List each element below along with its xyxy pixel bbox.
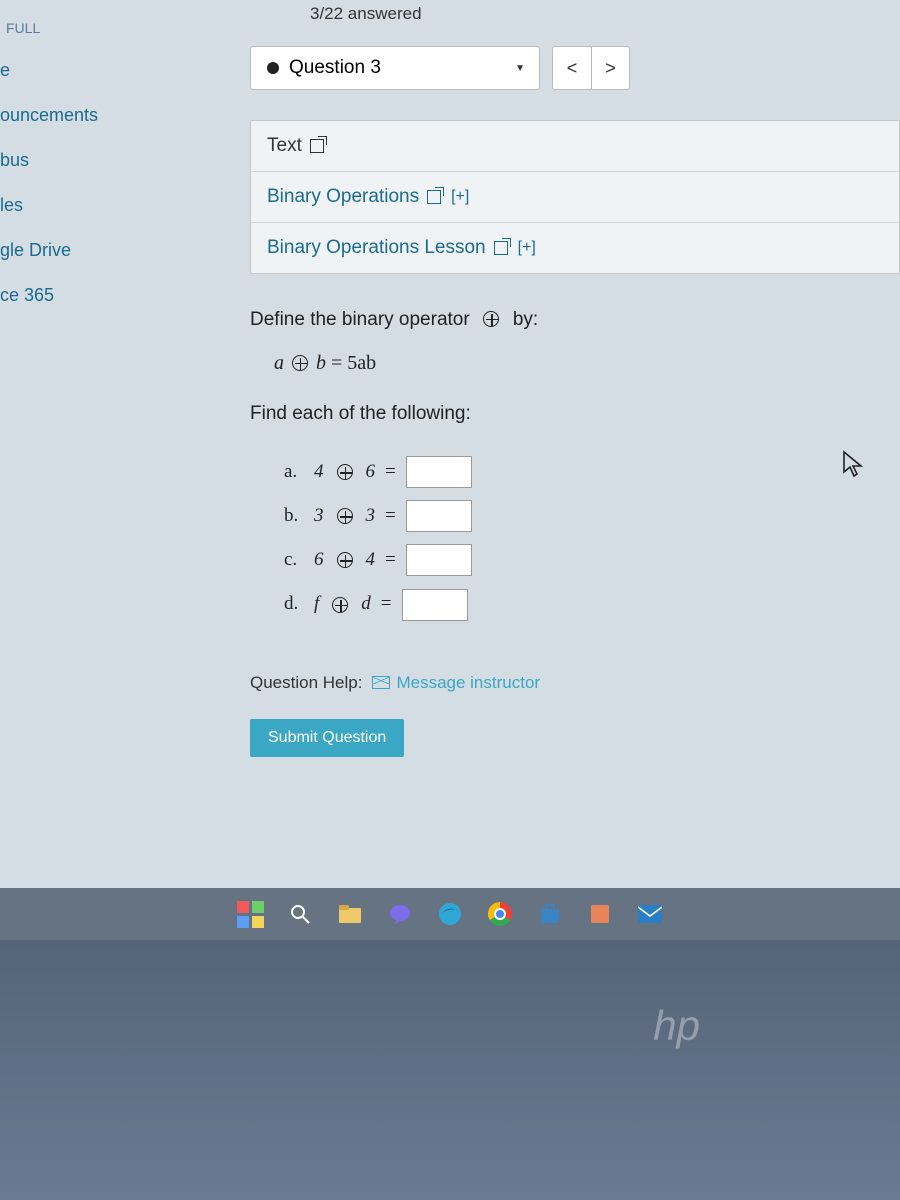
edge-icon[interactable]: [435, 899, 465, 929]
oplus-icon: [337, 508, 353, 524]
taskbar: [0, 888, 900, 940]
chat-icon[interactable]: [385, 899, 415, 929]
operand-left: 4: [314, 454, 324, 490]
answer-row-c: c. 6 4 =: [284, 542, 900, 578]
explorer-icon[interactable]: [335, 899, 365, 929]
oplus-icon: [292, 355, 308, 371]
submit-question-button[interactable]: Submit Question: [250, 719, 404, 757]
resource-link2-label: Binary Operations Lesson: [267, 237, 486, 259]
mail-icon[interactable]: [635, 899, 665, 929]
answer-input-d[interactable]: [402, 589, 468, 621]
sidebar-item-announcements[interactable]: ouncements: [0, 93, 140, 138]
resources-box: Text Binary Operations [+] Binary Operat…: [250, 120, 900, 274]
chrome-icon[interactable]: [485, 899, 515, 929]
answer-row-a: a. 4 6 =: [284, 454, 900, 490]
external-link-icon: [494, 241, 508, 255]
answers-list: a. 4 6 = b. 3 3 = c. 6 4 =: [250, 432, 900, 648]
answer-input-c[interactable]: [406, 544, 472, 576]
help-link-label: Message instructor: [396, 667, 540, 699]
question-select-label: Question 3: [289, 57, 381, 79]
resource-link1-label: Binary Operations: [267, 186, 419, 208]
definition-line: a b = 5ab: [250, 338, 900, 396]
answer-input-a[interactable]: [406, 456, 472, 488]
nav-buttons: < >: [552, 46, 630, 90]
status-dot-icon: [267, 62, 279, 74]
find-prompt: Find each of the following:: [250, 396, 900, 432]
external-link-icon: [427, 190, 441, 204]
sidebar: FULL e ouncements bus les gle Drive ce 3…: [0, 0, 140, 900]
answer-row-b: b. 3 3 =: [284, 498, 900, 534]
part-label: a.: [284, 454, 304, 490]
sidebar-item-syllabus[interactable]: bus: [0, 138, 140, 183]
sidebar-item-home[interactable]: e: [0, 48, 140, 93]
intro-post: by:: [513, 309, 538, 330]
expand-toggle[interactable]: [+]: [518, 239, 536, 257]
main-content: 3/22 answered Question 3 < > Text Binary…: [250, 0, 900, 757]
desktop-area: hp: [0, 940, 900, 1200]
operand-right: 3: [366, 498, 376, 534]
sidebar-item-modules[interactable]: les: [0, 183, 140, 228]
operand-left: f: [314, 586, 319, 622]
help-row: Question Help: Message instructor: [250, 667, 900, 699]
operand-right: d: [361, 586, 371, 622]
part-label: d.: [284, 586, 304, 622]
progress-indicator: 3/22 answered: [250, 0, 900, 34]
expand-toggle[interactable]: [+]: [451, 188, 469, 206]
external-link-icon: [310, 139, 324, 153]
help-label: Question Help:: [250, 667, 362, 699]
oplus-icon: [483, 311, 499, 327]
next-question-button[interactable]: >: [591, 47, 629, 89]
resource-text-label: Text: [267, 135, 302, 157]
prev-question-button[interactable]: <: [553, 47, 591, 89]
part-label: c.: [284, 542, 304, 578]
oplus-icon: [337, 552, 353, 568]
operand-left: 3: [314, 498, 324, 534]
def-rhs: = 5ab: [331, 352, 376, 374]
question-nav: Question 3 < >: [250, 46, 900, 90]
question-intro: Define the binary operator by:: [250, 302, 900, 338]
resource-binary-operations[interactable]: Binary Operations [+]: [251, 172, 899, 223]
question-select[interactable]: Question 3: [250, 46, 540, 90]
oplus-icon: [332, 597, 348, 613]
sidebar-item-office-365[interactable]: ce 365: [0, 273, 140, 318]
app-icon[interactable]: [585, 899, 615, 929]
def-mid: b: [316, 352, 326, 374]
resource-binary-operations-lesson[interactable]: Binary Operations Lesson [+]: [251, 223, 899, 273]
sidebar-item-google-drive[interactable]: gle Drive: [0, 228, 140, 273]
question-body: Define the binary operator by: a b = 5ab…: [250, 302, 900, 757]
store-icon[interactable]: [535, 899, 565, 929]
intro-pre: Define the binary operator: [250, 309, 470, 330]
sidebar-full-label[interactable]: FULL: [0, 8, 140, 48]
oplus-icon: [337, 464, 353, 480]
def-lhs: a: [274, 352, 284, 374]
message-instructor-link[interactable]: Message instructor: [372, 667, 540, 699]
operand-left: 6: [314, 542, 324, 578]
answer-row-d: d. f d =: [284, 586, 900, 622]
envelope-icon: [372, 676, 390, 689]
hp-logo: hp: [653, 1002, 700, 1050]
cursor-icon: [842, 450, 864, 485]
start-menu-icon[interactable]: [235, 899, 265, 929]
search-icon[interactable]: [285, 899, 315, 929]
operand-right: 4: [366, 542, 376, 578]
part-label: b.: [284, 498, 304, 534]
answer-input-b[interactable]: [406, 500, 472, 532]
resource-text[interactable]: Text: [251, 121, 899, 172]
operand-right: 6: [366, 454, 376, 490]
